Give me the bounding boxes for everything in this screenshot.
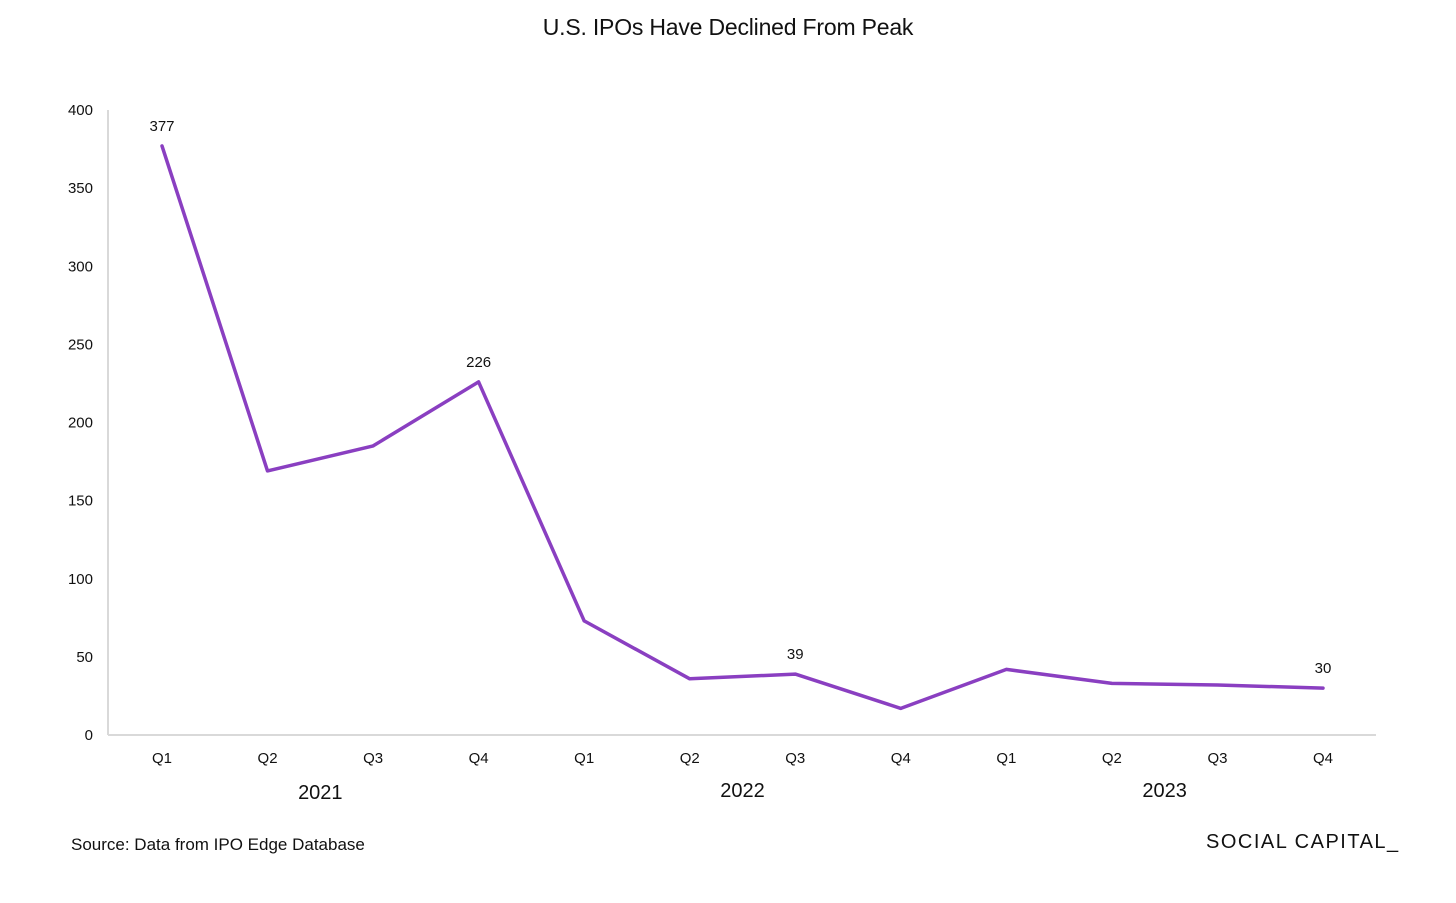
data-label: 226 [466,354,491,371]
year-group-label: 2023 [1142,780,1187,802]
tick-labels: 0 50 100 150 200 250 300 350 400 Q1 Q2 Q3 Q4 Q1 Q2 Q3 Q4… [68,102,1333,804]
axes [107,110,1376,736]
x-tick-label: Q1 [574,750,594,767]
x-tick-label: Q1 [996,750,1016,767]
y-tick-label: 100 [68,571,93,588]
x-tick-label: Q3 [363,750,383,767]
y-tick-label: 300 [68,258,93,275]
x-tick-label: Q3 [1207,750,1227,767]
y-tick-label: 400 [68,102,93,119]
y-tick-label: 50 [76,649,93,666]
data-point [793,672,797,676]
data-point [266,469,270,473]
y-tick-label: 150 [68,493,93,510]
data-point [477,380,481,384]
data-point [688,677,692,681]
x-tick-label: Q3 [785,750,805,767]
data-point [1215,683,1219,687]
data-label: 377 [149,118,174,135]
series-layer [160,144,1325,711]
brand-logo: SOCIAL CAPITAL_ [1206,831,1400,853]
y-tick-label: 250 [68,336,93,353]
x-tick-label: Q2 [258,750,278,767]
data-point [1321,686,1325,690]
data-point [371,444,375,448]
data-point [1004,667,1008,671]
x-tick-label: Q2 [680,750,700,767]
x-tick-label: Q1 [152,750,172,767]
data-point [899,706,903,710]
data-labels: 377 226 39 30 [149,118,1331,677]
x-tick-label: Q4 [891,750,911,767]
x-tick-label: Q4 [469,750,489,767]
y-tick-label: 0 [85,727,93,744]
x-tick-label: Q2 [1102,750,1122,767]
year-group-label: 2021 [298,782,343,804]
data-point [582,619,586,623]
series-line [160,144,1325,711]
chart-title: U.S. IPOs Have Declined From Peak [542,14,914,40]
y-tick-label: 350 [68,180,93,197]
data-label: 39 [787,646,804,663]
data-label: 30 [1315,660,1332,677]
y-tick-label: 200 [68,415,93,432]
x-tick-label: Q4 [1313,750,1333,767]
data-point [160,144,164,148]
source-note: Source: Data from IPO Edge Database [71,835,365,854]
data-point [1110,681,1114,685]
year-group-label: 2022 [720,780,765,802]
